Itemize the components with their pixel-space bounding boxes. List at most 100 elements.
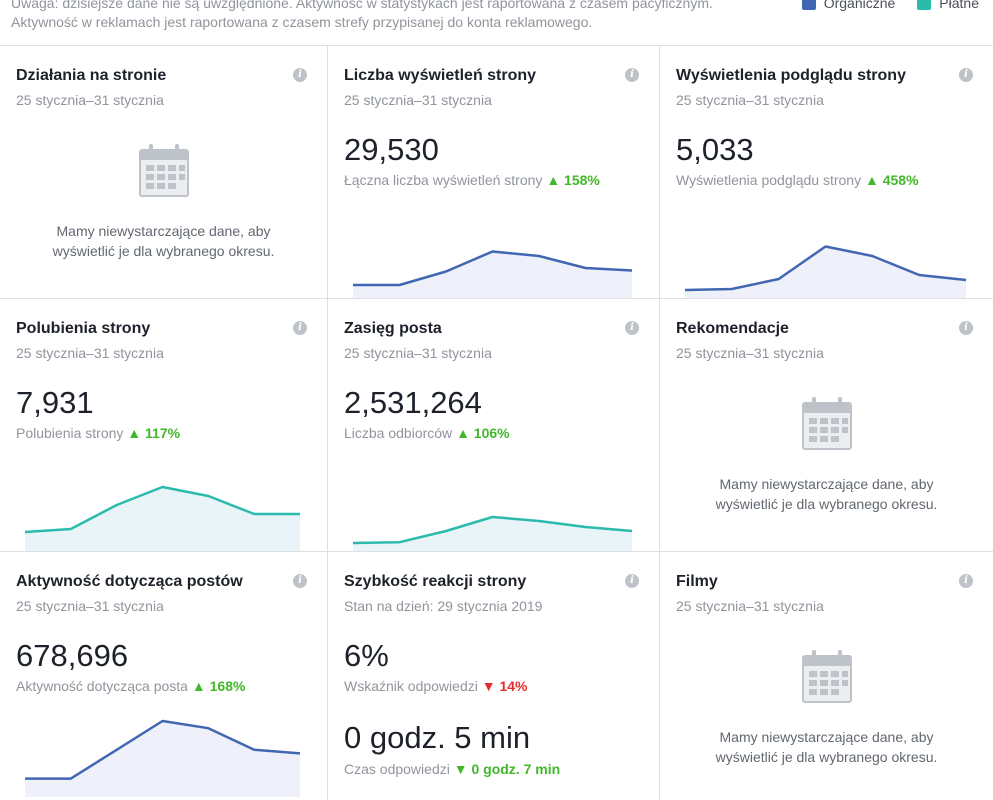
card-post-engagement[interactable]: Aktywność dotycząca postów 25 stycznia–3… — [0, 552, 328, 800]
metric-label-text: Wyświetlenia podglądu strony — [676, 172, 862, 188]
top-bar: Uwaga: dzisiejsze dane nie są uwzględnio… — [0, 0, 993, 46]
response-time-change: ▼ 0 godz. 7 min — [453, 761, 561, 777]
insights-grid: Działania na stronie 25 stycznia–31 styc… — [0, 46, 993, 800]
card-title: Filmy — [676, 573, 718, 590]
calendar-icon — [138, 144, 189, 197]
paid-swatch — [917, 0, 932, 10]
empty-message: Mamy niewystarczające dane, aby wyświetl… — [660, 727, 993, 767]
legend: Organiczne Płatne — [788, 0, 979, 11]
sparkline-area — [25, 721, 300, 797]
empty-message: Mamy niewystarczające dane, aby wyświetl… — [0, 221, 327, 261]
response-time-value: 0 godz. 5 min — [344, 720, 531, 755]
timezone-note: Uwaga: dzisiejsze dane nie są uwzględnio… — [11, 0, 771, 32]
date-range: 25 stycznia–31 stycznia — [676, 598, 824, 614]
sparkline-area — [25, 487, 300, 551]
sparkline-line — [24, 485, 300, 534]
metric-value: 7,931 — [16, 385, 94, 420]
metric-label: Polubienia strony ▲ 117% — [16, 425, 180, 441]
date-range: 25 stycznia–31 stycznia — [676, 92, 824, 108]
response-time-label-text: Czas odpowiedzi — [344, 761, 450, 777]
card-responsiveness[interactable]: Szybkość reakcji strony Stan na dzień: 2… — [328, 552, 660, 800]
metric-value: 5,033 — [676, 132, 754, 167]
sparkline-chart — [684, 245, 967, 298]
metric-label-text: Łączna liczba wyświetleń strony — [344, 172, 543, 188]
metric-change: ▲ 458% — [864, 172, 919, 188]
empty-message-line-2: wyświetlić je dla wybranego okresu. — [715, 749, 938, 765]
empty-state: Mamy niewystarczające dane, aby wyświetl… — [660, 650, 993, 767]
sparkline-line — [684, 245, 967, 292]
empty-message-line-1: Mamy niewystarczające dane, aby — [719, 729, 934, 745]
date-range: 25 stycznia–31 stycznia — [16, 598, 164, 614]
card-post-reach[interactable]: Zasięg posta 25 stycznia–31 stycznia i 2… — [328, 299, 660, 552]
metric-label-text: Wskaźnik odpowiedzi — [344, 678, 478, 694]
info-icon[interactable]: i — [625, 321, 639, 335]
empty-message-line-1: Mamy niewystarczające dane, aby — [56, 223, 271, 239]
metric-label: Łączna liczba wyświetleń strony ▲ 158% — [344, 172, 600, 188]
card-title: Wyświetlenia podglądu strony — [676, 67, 906, 84]
card-page-previews[interactable]: Wyświetlenia podglądu strony 25 stycznia… — [660, 46, 993, 299]
date-range: 25 stycznia–31 stycznia — [16, 92, 164, 108]
metric-label: Wskaźnik odpowiedzi ▼ 14% — [344, 678, 528, 694]
metric-change: ▼ 14% — [481, 678, 528, 694]
empty-message-line-2: wyświetlić je dla wybranego okresu. — [715, 496, 938, 512]
sparkline-line — [25, 719, 301, 780]
metric-change: ▲ 117% — [127, 425, 181, 441]
empty-state: Mamy niewystarczające dane, aby wyświetl… — [0, 144, 327, 261]
metric-change: ▲ 106% — [456, 425, 510, 441]
date-range: 25 stycznia–31 stycznia — [676, 345, 824, 361]
empty-message: Mamy niewystarczające dane, aby wyświetl… — [660, 474, 993, 514]
card-recommendations[interactable]: Rekomendacje 25 stycznia–31 stycznia i M… — [660, 299, 993, 552]
card-videos[interactable]: Filmy 25 stycznia–31 stycznia i Mamy nie… — [660, 552, 993, 800]
card-title: Zasięg posta — [344, 320, 442, 337]
empty-message-line-2: wyświetlić je dla wybranego okresu. — [52, 243, 275, 259]
legend-paid-label: Płatne — [939, 0, 979, 11]
sparkline-area — [353, 251, 632, 298]
info-icon[interactable]: i — [959, 68, 973, 82]
card-page-views[interactable]: Liczba wyświetleń strony 25 stycznia–31 … — [328, 46, 660, 299]
organic-swatch — [801, 0, 816, 10]
sparkline-line — [353, 250, 633, 287]
empty-state: Mamy niewystarczające dane, aby wyświetl… — [660, 397, 993, 514]
card-page-actions[interactable]: Działania na stronie 25 stycznia–31 styc… — [0, 46, 328, 299]
metric-label: Wyświetlenia podglądu strony ▲ 458% — [676, 172, 919, 188]
note-line-2: Aktywność w reklamach jest raportowana z… — [11, 14, 593, 30]
metric-change: ▲ 158% — [546, 172, 600, 188]
info-icon[interactable]: i — [959, 574, 973, 588]
info-icon[interactable]: i — [959, 321, 973, 335]
sparkline-chart — [24, 485, 300, 551]
metric-label-text: Polubienia strony — [16, 425, 124, 441]
metric-label-text: Aktywność dotycząca posta — [16, 678, 188, 694]
metric-value: 29,530 — [344, 132, 439, 167]
info-icon[interactable]: i — [293, 68, 307, 82]
card-title: Rekomendacje — [676, 320, 789, 337]
card-title: Liczba wyświetleń strony — [344, 67, 537, 84]
info-icon[interactable]: i — [293, 321, 307, 335]
metric-label: Aktywność dotycząca posta ▲ 168% — [16, 678, 245, 694]
empty-message-line-1: Mamy niewystarczające dane, aby — [719, 476, 934, 492]
date-range: 25 stycznia–31 stycznia — [16, 345, 164, 361]
metric-value: 6% — [344, 638, 389, 673]
legend-paid[interactable]: Płatne — [917, 0, 979, 11]
card-page-likes[interactable]: Polubienia strony 25 stycznia–31 styczni… — [0, 299, 328, 552]
metric-value: 678,696 — [16, 638, 129, 673]
date-range: Stan na dzień: 29 stycznia 2019 — [344, 598, 543, 614]
sparkline-area — [353, 517, 632, 551]
legend-organic[interactable]: Organiczne — [801, 0, 896, 11]
sparkline-line — [352, 515, 633, 545]
calendar-icon — [801, 397, 852, 450]
card-title: Aktywność dotycząca postów — [16, 573, 243, 590]
info-icon[interactable]: i — [625, 68, 639, 82]
sparkline-chart — [353, 250, 633, 298]
response-time-label: Czas odpowiedzi ▼ 0 godz. 7 min — [344, 761, 560, 777]
info-icon[interactable]: i — [625, 574, 639, 588]
card-title: Działania na stronie — [16, 67, 167, 84]
info-icon[interactable]: i — [293, 574, 307, 588]
sparkline-chart — [25, 719, 301, 797]
metric-value: 2,531,264 — [344, 385, 482, 420]
metric-change: ▲ 168% — [191, 678, 246, 694]
date-range: 25 stycznia–31 stycznia — [344, 345, 492, 361]
note-line-1: Uwaga: dzisiejsze dane nie są uwzględnio… — [11, 0, 713, 11]
legend-organic-label: Organiczne — [823, 0, 896, 11]
calendar-icon — [801, 650, 852, 703]
card-title: Polubienia strony — [16, 320, 151, 337]
